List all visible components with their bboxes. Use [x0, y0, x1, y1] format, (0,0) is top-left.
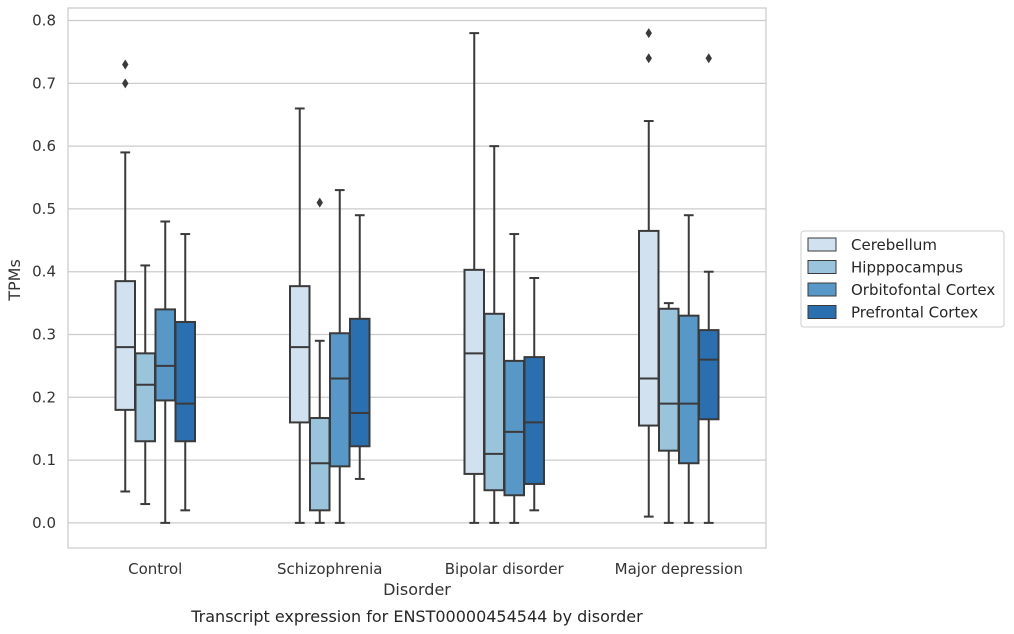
y-axis-title: TPMs [5, 259, 24, 302]
box-iqr [503, 359, 525, 497]
legend-label: Prefrontal Cortex [851, 304, 978, 322]
box-iqr [698, 329, 720, 421]
y-tick-label: 0.2 [32, 388, 56, 406]
box-iqr [658, 307, 680, 452]
box-iqr [678, 314, 700, 465]
box-iqr [463, 268, 485, 475]
y-tick-label: 0.0 [32, 514, 56, 532]
figure-caption: Transcript expression for ENST0000045454… [190, 607, 643, 626]
box-iqr [638, 229, 660, 427]
outlier-point [122, 78, 129, 89]
box-iqr [329, 332, 351, 468]
box-iqr [134, 352, 156, 443]
box-group [463, 32, 485, 524]
x-tick-label: Control [128, 560, 182, 578]
plot-frame [67, 7, 767, 549]
box-iqr [483, 312, 505, 492]
outlier-point [645, 28, 652, 39]
x-tick-label: Bipolar disorder [445, 560, 565, 578]
outlier-point [122, 59, 129, 70]
y-tick-label: 0.4 [32, 263, 56, 281]
box-group [174, 233, 196, 512]
outlier-point [316, 197, 323, 208]
box-plot-boxes [114, 28, 720, 524]
x-axis-ticks: Control Schizophrenia Bipolar disorder Majo… [128, 560, 743, 578]
legend-swatch [807, 305, 837, 319]
box-group [289, 107, 311, 524]
x-tick-label: Major depression [615, 560, 743, 578]
box-group [483, 145, 505, 524]
box-group [503, 233, 525, 524]
box-iqr [289, 285, 311, 424]
legend-label: Hipppocampus [851, 259, 963, 277]
y-tick-label: 0.7 [32, 74, 56, 92]
box-group [658, 302, 680, 524]
box-group [349, 214, 371, 480]
box-iqr [174, 320, 196, 443]
box-group [638, 28, 660, 518]
box-iqr [114, 280, 136, 411]
legend-label: Orbitofontal Cortex [851, 281, 995, 299]
outlier-point [705, 53, 712, 64]
y-axis-ticks: 0.0 0.1 0.2 0.3 0.4 0.5 0.6 0.7 0.8 [32, 12, 56, 532]
box-iqr [154, 308, 176, 402]
y-tick-label: 0.1 [32, 451, 56, 469]
x-tick-label: Schizophrenia [277, 560, 382, 578]
box-group [309, 197, 331, 524]
legend-swatch [807, 237, 837, 252]
x-axis-title: Disorder [383, 580, 451, 599]
legend-swatch [807, 260, 837, 274]
legend-swatch [807, 282, 837, 297]
y-tick-label: 0.5 [32, 200, 56, 218]
legend-label: Cerebellum [851, 236, 937, 254]
box-group [114, 59, 136, 493]
box-group [698, 53, 720, 524]
box-iqr [523, 356, 545, 485]
box-group [134, 264, 156, 506]
box-group [523, 277, 545, 512]
box-group [678, 214, 700, 524]
box-group [154, 220, 176, 524]
y-tick-label: 0.6 [32, 137, 56, 155]
legend-frame [800, 230, 1005, 328]
box-iqr [349, 317, 371, 448]
outlier-point [645, 53, 652, 64]
legend: Cerebellum Hipppocampus Orbitofontal Corte… [800, 230, 1005, 328]
y-tick-label: 0.8 [32, 12, 56, 30]
y-tick-label: 0.3 [32, 326, 56, 344]
box-group [329, 189, 351, 524]
